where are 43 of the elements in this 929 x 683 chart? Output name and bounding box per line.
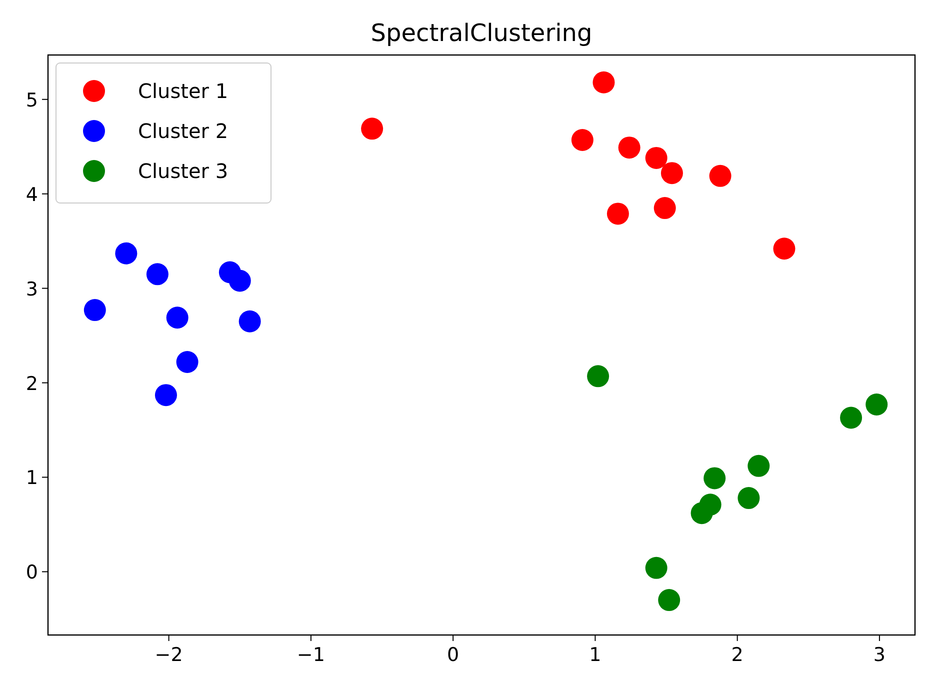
x-tick-label: 3 [873,644,886,666]
point [645,556,668,579]
point [166,306,188,329]
legend-label: Cluster 3 [138,159,228,183]
point [866,394,888,416]
point [704,467,726,490]
point [587,365,610,388]
point [146,263,168,286]
x-tick-label: 1 [589,644,602,666]
point [176,351,198,373]
point [660,162,683,184]
y-tick-label: 2 [26,372,38,395]
legend-label: Cluster 2 [138,119,228,143]
x-tick-label: −2 [154,644,183,666]
point [115,242,138,264]
point [154,384,177,406]
x-tick-label: −1 [296,644,325,666]
chart-title: SpectralClustering [370,19,592,47]
point [658,589,680,612]
point [361,118,384,140]
y-tick-label: 1 [26,467,38,490]
point [618,136,640,159]
point [84,299,106,322]
point [645,146,668,169]
point [571,129,594,151]
point [690,502,713,524]
y-tick-label: 0 [26,562,38,584]
legend-label: Cluster 1 [138,79,228,103]
x-tick-label: 0 [447,644,460,666]
point [654,197,676,220]
point [238,310,261,332]
point [606,202,629,225]
point [592,71,615,94]
y-tick-label: 5 [26,89,38,112]
point [709,164,732,187]
point [748,454,770,477]
point [228,270,251,292]
y-tick-label: 4 [26,184,38,206]
point [840,406,862,429]
point [773,238,796,260]
x-tick-label: 2 [731,644,744,666]
y-tick-label: 3 [26,278,38,300]
point [738,487,760,510]
